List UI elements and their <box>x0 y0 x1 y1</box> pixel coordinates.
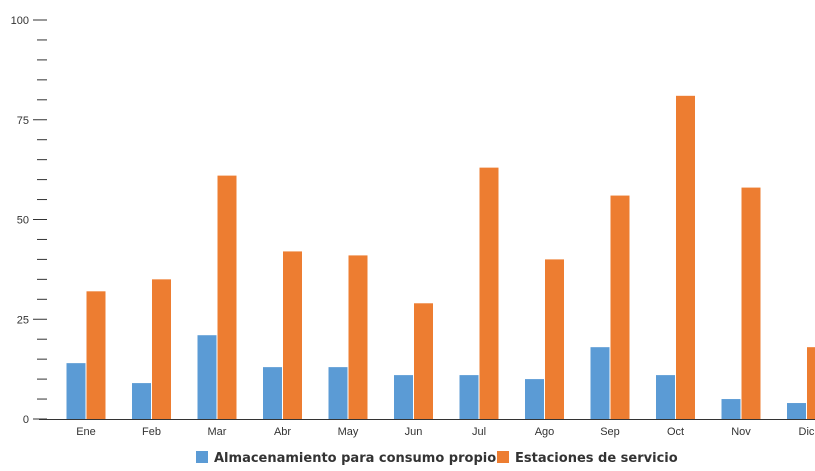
x-tick-label: Jun <box>405 426 423 438</box>
bar-almacenamiento-dic <box>787 403 806 419</box>
x-tick-label: Sep <box>600 426 620 438</box>
bar-almacenamiento-ago <box>525 379 544 419</box>
y-tick-label: 100 <box>11 15 29 27</box>
bar-almacenamiento-ene <box>66 363 86 419</box>
x-tick-label: Ago <box>535 426 555 438</box>
bar-almacenamiento-abr <box>263 367 282 419</box>
legend: Almacenamiento para consumo propio Estaci… <box>196 451 678 466</box>
bar-estaciones-mar <box>217 175 237 419</box>
y-tick-label: 50 <box>17 215 29 227</box>
x-tick-label: Jul <box>472 426 486 438</box>
bar-estaciones-jul <box>479 167 499 419</box>
bar-almacenamiento-sep <box>590 347 610 419</box>
bar-almacenamiento-jul <box>459 375 479 419</box>
bar-estaciones-nov <box>741 187 761 419</box>
y-tick-label: 25 <box>17 314 29 326</box>
bar-estaciones-jun <box>414 303 433 419</box>
bar-almacenamiento-nov <box>721 399 741 419</box>
x-tick-label: Oct <box>667 426 684 438</box>
x-tick-label: Feb <box>142 426 161 438</box>
bar-almacenamiento-jun <box>394 375 413 419</box>
bar-estaciones-oct <box>676 95 695 419</box>
x-tick-label: Nov <box>731 426 751 438</box>
x-tick-label: Mar <box>208 426 227 438</box>
bar-estaciones-dic <box>807 347 815 419</box>
bars <box>66 95 815 419</box>
x-tick-label: Abr <box>274 426 291 438</box>
bar-almacenamiento-mar <box>197 335 217 419</box>
x-tick-label: Dic <box>799 426 815 438</box>
legend-swatch <box>497 451 509 463</box>
legend-swatch <box>196 451 208 463</box>
bar-estaciones-abr <box>283 251 302 419</box>
x-tick-label: Ene <box>76 426 96 438</box>
bar-estaciones-feb <box>152 279 171 419</box>
legend-label: Almacenamiento para consumo propio <box>214 451 496 466</box>
bar-almacenamiento-oct <box>656 375 675 419</box>
bar-almacenamiento-feb <box>132 383 151 419</box>
y-tick-label: 75 <box>17 115 29 127</box>
y-tick-label: 0 <box>23 414 29 426</box>
bar-estaciones-ene <box>86 291 106 419</box>
bar-estaciones-sep <box>610 195 630 419</box>
x-axis: Ene Feb Mar Abr May Jun Jul Ago Sep Oct Nov Dic <box>39 419 815 438</box>
bar-estaciones-ago <box>545 259 564 419</box>
legend-label: Estaciones de servicio <box>515 451 678 466</box>
bar-estaciones-may <box>348 255 368 419</box>
bar-almacenamiento-may <box>328 367 348 419</box>
x-tick-label: May <box>338 426 359 438</box>
y-axis: 0 25 50 75 100 <box>11 15 47 426</box>
